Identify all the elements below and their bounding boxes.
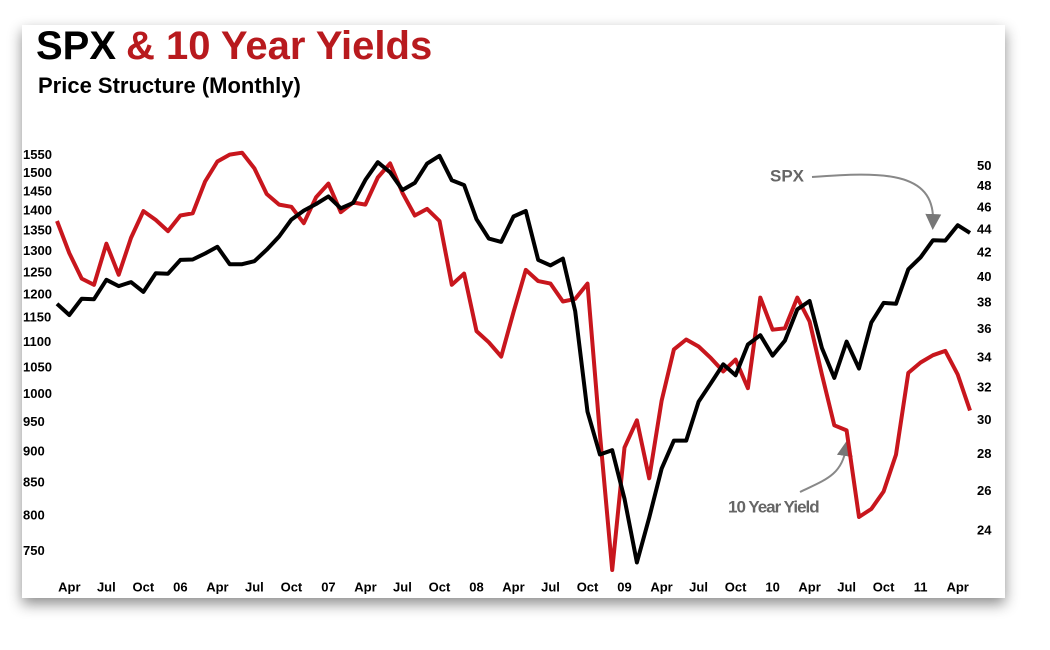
y-tick-label: 1150: [23, 310, 51, 325]
title-part: & 10 Year Yields: [126, 24, 432, 68]
y2-tick-label: 46: [977, 199, 991, 214]
x-tick-label: Apr: [354, 579, 376, 594]
x-tick-label: Jul: [541, 579, 560, 594]
y-tick-label: 1450: [23, 183, 52, 198]
x-tick-label: Oct: [281, 579, 303, 594]
y-tick-label: 1400: [23, 202, 52, 217]
annotation: 10 Year Yield: [728, 497, 819, 516]
x-tick-label: Apr: [798, 579, 820, 594]
x-tick-label: 08: [469, 579, 483, 594]
x-tick-label: Oct: [429, 579, 451, 594]
x-tick-label: Oct: [873, 579, 895, 594]
y-tick-label: 950: [23, 414, 45, 429]
y-tick-label: 1100: [23, 334, 51, 349]
y2-tick-label: 26: [977, 483, 991, 498]
y2-tick-label: 28: [977, 446, 991, 461]
y2-tick-label: 34: [977, 350, 992, 365]
x-tick-label: Jul: [837, 579, 856, 594]
x-tick-label: 06: [173, 579, 187, 594]
x-tick-label: Jul: [245, 579, 264, 594]
x-tick-label: Jul: [689, 579, 708, 594]
y2-tick-label: 36: [977, 321, 991, 336]
y-tick-label: 1250: [23, 264, 52, 279]
x-tick-label: Apr: [58, 579, 80, 594]
y2-tick-label: 40: [977, 269, 991, 284]
x-tick-label: 10: [765, 579, 779, 594]
series-line: [55, 150, 972, 572]
x-tick-label: Oct: [725, 579, 747, 594]
x-tick-label: 07: [321, 579, 335, 594]
x-tick-label: Jul: [393, 579, 412, 594]
y-tick-label: 800: [23, 508, 45, 523]
y-tick-label: 1200: [23, 287, 52, 302]
y-tick-label: 1350: [23, 222, 52, 237]
y-tick-label: 900: [23, 443, 45, 458]
series-line: [55, 153, 972, 565]
y-tick-label: 750: [23, 543, 45, 558]
y2-tick-label: 30: [977, 412, 991, 427]
x-tick-label: Oct: [133, 579, 155, 594]
x-tick-label: Apr: [206, 579, 228, 594]
y-tick-label: 1550: [23, 147, 52, 162]
x-tick-label: Apr: [946, 579, 968, 594]
y2-tick-label: 44: [977, 221, 992, 236]
y2-tick-label: 42: [977, 245, 991, 260]
y2-tick-label: 24: [977, 523, 992, 538]
y-tick-label: 1050: [23, 359, 52, 374]
x-tick-label: 11: [914, 579, 928, 594]
y-tick-label: 1500: [23, 165, 52, 180]
annotation-arrow: [811, 173, 942, 230]
x-tick-label: Apr: [650, 579, 672, 594]
x-tick-label: 09: [617, 579, 631, 594]
x-tick-label: Oct: [577, 579, 599, 594]
y2-tick-label: 50: [977, 158, 991, 173]
y-tick-label: 850: [23, 475, 45, 490]
subtitle: Price Structure (Monthly): [38, 73, 301, 98]
title-part: SPX: [36, 24, 116, 68]
chart-title: SPX & 10 Year Yields: [36, 24, 432, 68]
y2-tick-label: 38: [977, 294, 991, 309]
y2-tick-label: 32: [977, 380, 991, 395]
y2-tick-label: 48: [977, 178, 991, 193]
y-tick-label: 1000: [23, 386, 52, 401]
x-tick-label: Jul: [97, 579, 116, 594]
y-tick-label: 1300: [23, 243, 52, 258]
annotation: SPX: [770, 166, 805, 185]
x-tick-label: Apr: [502, 579, 524, 594]
annotation-arrow: [799, 440, 853, 493]
